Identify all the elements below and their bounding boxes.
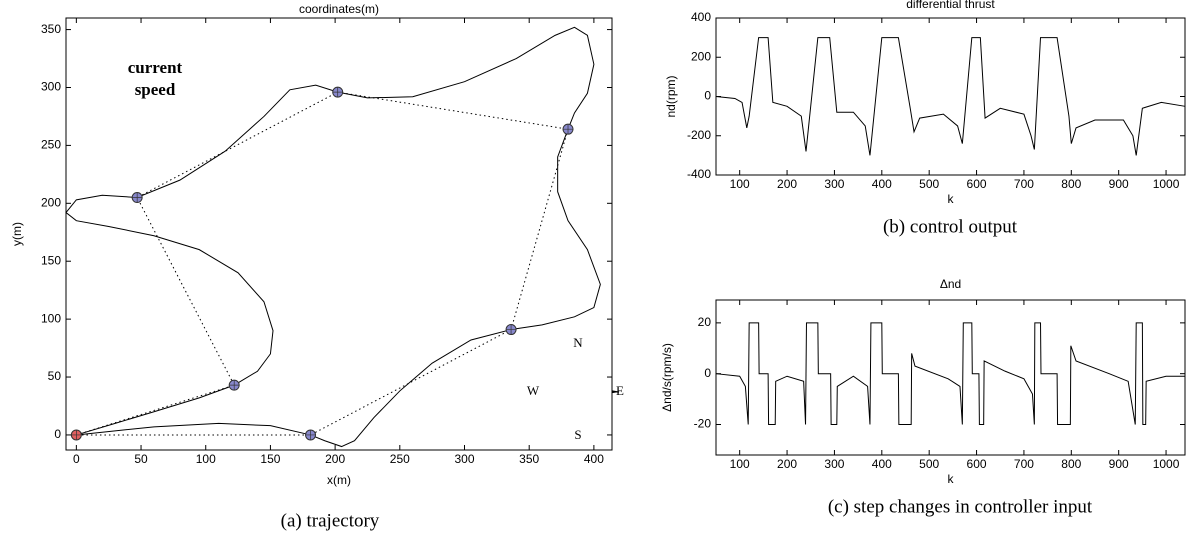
caption: (b) control output	[883, 216, 1018, 237]
x-tick-label: 200	[777, 177, 797, 191]
x-tick-label: 900	[1109, 177, 1129, 191]
data-line	[715, 322, 1185, 426]
x-tick-label: 700	[1014, 177, 1034, 191]
x-tick-label: 500	[919, 177, 939, 191]
y-tick-label: 300	[41, 80, 61, 94]
waypoint-cross	[305, 429, 316, 440]
compass-label: E	[616, 383, 624, 398]
y-tick-label: 200	[41, 195, 61, 209]
plot-area	[715, 17, 1186, 176]
x-tick-label: 400	[872, 457, 892, 471]
caption: (a) trajectory	[281, 510, 380, 531]
reference-path	[76, 91, 569, 436]
y-axis-label: Δnd/s(rpm/s)	[660, 343, 674, 412]
caption: (c) step changes in controller input	[828, 496, 1093, 517]
x-tick-label: 300	[824, 177, 844, 191]
y-tick-label: -20	[694, 417, 712, 431]
x-tick-label: 150	[260, 452, 280, 466]
chart-title: differential thrust	[906, 0, 995, 11]
compass-label: N	[573, 335, 583, 350]
chart-title: coordinates(m)	[299, 2, 379, 16]
y-tick-label: 0	[704, 89, 711, 103]
x-axis-label: k	[948, 192, 955, 206]
y-axis-label: nd(rpm)	[664, 75, 678, 117]
x-tick-label: 500	[919, 457, 939, 471]
data-line	[715, 37, 1186, 156]
plot-area	[715, 299, 1186, 456]
x-tick-label: 600	[967, 177, 987, 191]
y-tick-label: 20	[698, 315, 712, 329]
x-tick-label: 350	[519, 452, 539, 466]
x-tick-label: 800	[1061, 177, 1081, 191]
y-tick-label: -400	[687, 167, 711, 181]
waypoint-cross	[71, 429, 82, 440]
x-tick-label: 200	[777, 457, 797, 471]
chart-title: Δnd	[940, 277, 961, 291]
x-tick-label: 600	[967, 457, 987, 471]
y-tick-label: 50	[48, 369, 62, 383]
x-tick-label: 100	[196, 452, 216, 466]
annotation: current	[128, 58, 183, 77]
x-tick-label: 700	[1014, 457, 1034, 471]
y-tick-label: 400	[691, 10, 711, 24]
x-tick-label: 100	[730, 457, 750, 471]
y-tick-label: 250	[41, 138, 61, 152]
waypoint-cross	[506, 324, 517, 335]
y-tick-label: 100	[41, 311, 61, 325]
compass-label: S	[574, 427, 581, 442]
y-tick-label: 0	[704, 366, 711, 380]
compass-label: W	[527, 383, 540, 398]
y-axis-label: y(m)	[10, 222, 24, 246]
waypoint-cross	[229, 380, 240, 391]
x-tick-label: 400	[584, 452, 604, 466]
y-tick-label: -200	[687, 128, 711, 142]
x-tick-label: 400	[872, 177, 892, 191]
x-tick-label: 1000	[1153, 177, 1180, 191]
y-tick-label: 150	[41, 253, 61, 267]
annotation: speed	[135, 80, 176, 99]
data-line	[65, 26, 601, 448]
x-axis-label: k	[948, 472, 955, 486]
x-tick-label: 1000	[1153, 457, 1180, 471]
x-tick-label: 100	[730, 177, 750, 191]
waypoint-cross	[332, 87, 343, 98]
y-tick-label: 350	[41, 22, 61, 36]
x-tick-label: 250	[390, 452, 410, 466]
x-tick-label: 300	[454, 452, 474, 466]
y-tick-label: 0	[54, 427, 61, 441]
x-tick-label: 0	[73, 452, 80, 466]
x-axis-label: x(m)	[327, 473, 351, 487]
x-tick-label: 900	[1109, 457, 1129, 471]
waypoint-cross	[132, 192, 143, 203]
y-tick-label: 200	[691, 49, 711, 63]
x-tick-label: 50	[134, 452, 148, 466]
x-tick-label: 300	[824, 457, 844, 471]
waypoint-cross	[563, 124, 574, 135]
x-tick-label: 200	[325, 452, 345, 466]
x-tick-label: 800	[1061, 457, 1081, 471]
